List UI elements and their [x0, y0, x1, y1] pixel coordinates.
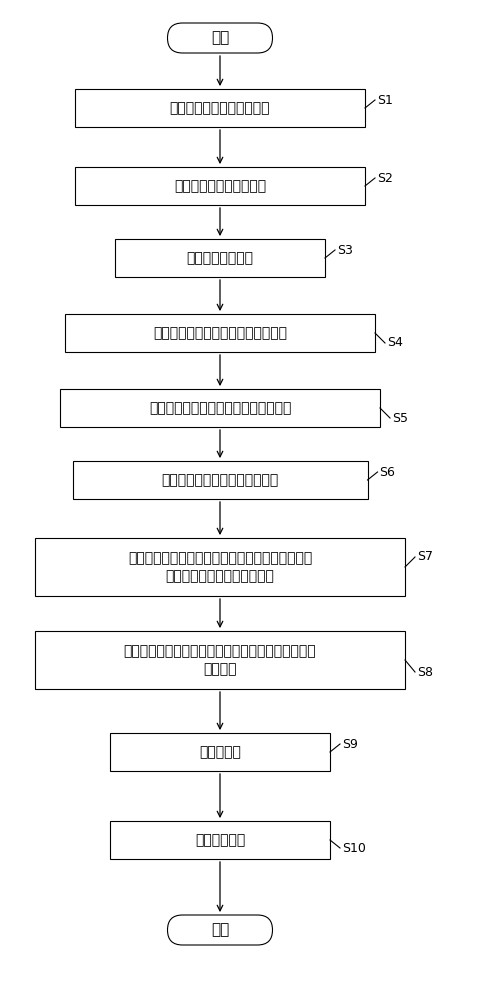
Text: 确定参数编码方式: 确定参数编码方式: [187, 251, 253, 265]
FancyBboxPatch shape: [110, 733, 330, 771]
Text: S9: S9: [342, 738, 358, 750]
Text: S5: S5: [392, 412, 408, 424]
FancyBboxPatch shape: [35, 538, 405, 596]
Text: 根据每路输入权重对每路输入信号编码: 根据每路输入权重对每路输入信号编码: [149, 401, 291, 415]
Text: 根据所选编码方式获取每路输入权重: 根据所选编码方式获取每路输入权重: [153, 326, 287, 340]
Text: S8: S8: [417, 666, 433, 678]
FancyBboxPatch shape: [65, 314, 375, 352]
FancyBboxPatch shape: [75, 167, 365, 205]
Text: 输入并计算: 输入并计算: [199, 745, 241, 759]
Text: 开始: 开始: [211, 30, 229, 45]
FancyBboxPatch shape: [35, 631, 405, 689]
FancyBboxPatch shape: [115, 239, 325, 277]
Text: 获得计算结果: 获得计算结果: [195, 833, 245, 847]
Text: S1: S1: [377, 94, 393, 106]
Text: 获得训练好的神经网络参数: 获得训练好的神经网络参数: [170, 101, 270, 115]
FancyBboxPatch shape: [167, 23, 273, 53]
Text: S3: S3: [337, 243, 353, 256]
Text: S4: S4: [387, 336, 403, 350]
FancyBboxPatch shape: [72, 461, 367, 499]
FancyBboxPatch shape: [167, 915, 273, 945]
FancyBboxPatch shape: [60, 389, 380, 427]
Text: S6: S6: [380, 466, 396, 479]
Text: 对权值矩阵各权值存储单元编码: 对权值矩阵各权值存储单元编码: [161, 473, 279, 487]
Text: 结束: 结束: [211, 922, 229, 938]
Text: 保持激活函数等价，神经网络层数不变，神经元结
构不变，获得高精度计算网络: 保持激活函数等价，神经网络层数不变，神经元结 构不变，获得高精度计算网络: [128, 551, 312, 583]
Text: S10: S10: [342, 842, 366, 854]
Text: 确定计算精度及输入路数: 确定计算精度及输入路数: [174, 179, 266, 193]
Text: 将获得的高精度计算网络映射到参数量化神经网络专
用处理器: 将获得的高精度计算网络映射到参数量化神经网络专 用处理器: [124, 644, 316, 676]
FancyBboxPatch shape: [110, 821, 330, 859]
Text: S7: S7: [417, 550, 433, 564]
FancyBboxPatch shape: [75, 89, 365, 127]
Text: S2: S2: [377, 172, 393, 184]
